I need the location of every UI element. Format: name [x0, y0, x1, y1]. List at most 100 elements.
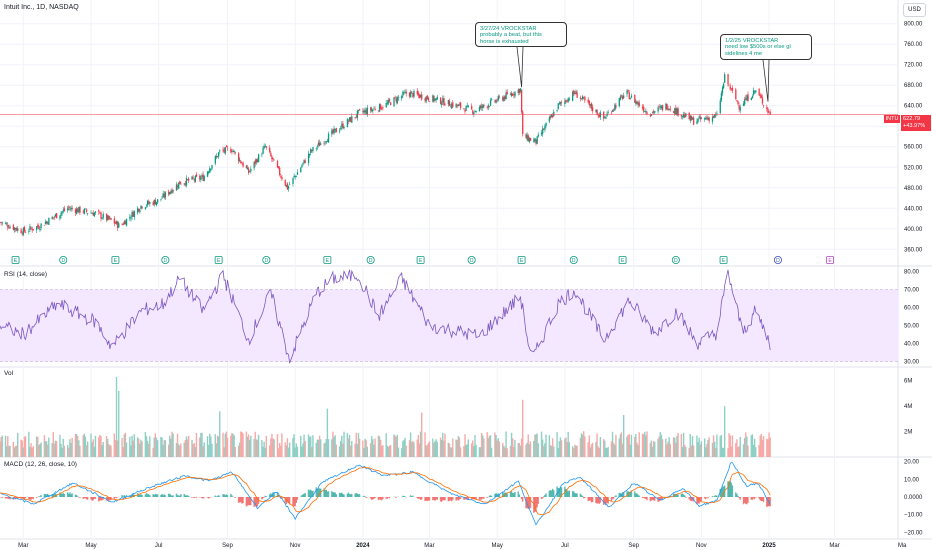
candle-body — [145, 205, 148, 207]
candle-body — [188, 178, 190, 181]
volume-bar — [426, 445, 428, 457]
macd-histogram-bar — [728, 481, 730, 497]
volume-bar — [536, 433, 538, 457]
candle-body — [351, 116, 353, 123]
candle — [435, 98, 437, 103]
candle-body — [184, 183, 187, 185]
macd-histogram-bar — [489, 495, 492, 497]
candle — [567, 97, 569, 104]
candle-body — [374, 109, 376, 111]
volume-bar — [434, 441, 436, 457]
candle-body — [527, 135, 529, 142]
volume-bar — [170, 438, 172, 457]
candle — [7, 222, 9, 231]
volume-bar — [452, 438, 454, 457]
macd-histogram-bar — [132, 494, 134, 497]
macd-histogram-bar — [146, 493, 149, 497]
candle-body — [264, 146, 266, 147]
candle-body — [261, 154, 263, 156]
candle-body — [78, 207, 80, 213]
currency-button[interactable]: USD — [903, 3, 926, 17]
candle — [752, 87, 755, 97]
annotation-callout-2[interactable]: 1/2/25 VROCKSTAR need low $500s or else … — [720, 34, 812, 60]
volume-bar — [281, 433, 283, 457]
volume-bar — [0, 437, 2, 457]
macd-histogram-bar — [404, 496, 406, 497]
candle — [296, 169, 299, 175]
macd-histogram-bar — [412, 495, 414, 497]
macd-histogram-bar — [568, 490, 571, 497]
candle-body — [75, 208, 78, 214]
candle-body — [113, 218, 116, 224]
macd-histogram-bar — [348, 494, 351, 497]
candle-body — [745, 97, 747, 101]
annotation-callout-1[interactable]: 3/27/24 VROCKSTAR probably a beat, but t… — [475, 22, 567, 47]
volume-bar — [93, 446, 96, 457]
candle — [160, 199, 162, 202]
volume-bar — [736, 439, 738, 457]
candle-body — [203, 176, 205, 181]
volume-bar — [689, 433, 691, 457]
candle — [549, 114, 552, 120]
volume-bar — [573, 448, 575, 457]
volume-bar — [234, 446, 236, 457]
candle — [280, 173, 282, 179]
volume-bar — [264, 447, 266, 457]
candle-body — [14, 227, 17, 230]
volume-bar — [581, 434, 584, 457]
candle-body — [223, 149, 225, 152]
candle-body — [240, 160, 242, 164]
macd-histogram-bar — [751, 497, 754, 500]
volume-bar — [365, 440, 367, 457]
volume-bar — [682, 432, 685, 457]
candle-body — [394, 96, 396, 98]
candle — [125, 218, 128, 227]
candle-body — [7, 224, 9, 228]
candle-body — [522, 111, 524, 135]
candle — [364, 107, 366, 115]
candle — [264, 143, 266, 148]
volume-bar — [15, 445, 18, 457]
candle — [393, 97, 395, 107]
candle-body — [36, 226, 38, 230]
macd-histogram-bar — [310, 489, 312, 497]
macd-histogram-bar — [480, 497, 483, 500]
candle-body — [572, 91, 574, 101]
macd-histogram-bar — [730, 482, 733, 497]
candle — [39, 226, 41, 233]
macd-histogram-bar — [541, 497, 544, 499]
volume-bar — [565, 437, 567, 457]
candle-body — [131, 211, 133, 218]
candle-body — [567, 98, 569, 102]
macd-histogram-bar — [66, 492, 69, 497]
macd-histogram-bar — [498, 493, 501, 497]
volume-bar — [242, 433, 244, 457]
candle-body — [48, 217, 50, 225]
candle-body — [597, 114, 599, 116]
macd-histogram-bar — [583, 497, 585, 499]
candle-body — [355, 116, 357, 118]
candle-body — [766, 106, 768, 110]
volume-bar — [652, 441, 655, 457]
candle-body — [132, 212, 134, 217]
candle — [348, 117, 351, 123]
candle — [161, 195, 163, 199]
volume-bar — [610, 441, 613, 457]
macd-histogram-bar — [287, 497, 290, 503]
candle — [371, 106, 373, 113]
volume-bar — [90, 433, 92, 457]
volume-bar — [540, 431, 543, 457]
volume-bar — [587, 442, 589, 457]
candle — [132, 210, 134, 217]
candle-body — [618, 98, 620, 107]
volume-bar — [202, 446, 204, 457]
candle-body — [94, 211, 97, 213]
candle — [168, 189, 170, 197]
candle-body — [335, 128, 337, 133]
candle — [522, 110, 524, 137]
macd-histogram-bar — [587, 497, 589, 502]
macd-histogram-bar — [628, 491, 630, 497]
symbol-tag: INTU — [884, 115, 900, 123]
